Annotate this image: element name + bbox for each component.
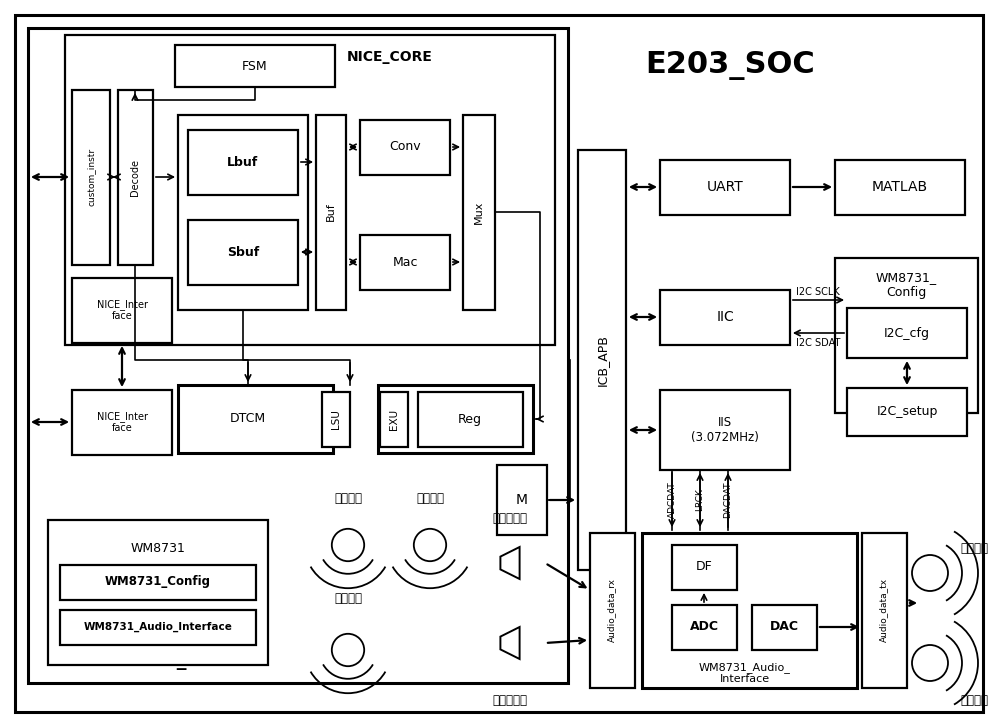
Text: I2C_setup: I2C_setup — [876, 406, 938, 419]
Bar — [660, 160, 790, 215]
Bar — [378, 385, 533, 453]
Text: ICB_APB: ICB_APB — [596, 334, 608, 386]
Text: LSU: LSU — [331, 409, 341, 429]
Text: Audio_data_tx: Audio_data_tx — [880, 578, 889, 642]
Bar — [463, 115, 495, 310]
Text: IIS
(3.072MHz): IIS (3.072MHz) — [691, 416, 759, 444]
Text: 次级声源: 次级声源 — [960, 694, 988, 707]
Text: Sbuf: Sbuf — [227, 246, 259, 259]
Text: ADCDAT: ADCDAT — [668, 481, 676, 518]
Bar — [72, 278, 172, 343]
Bar — [28, 28, 568, 683]
Text: Mux: Mux — [474, 201, 484, 224]
Text: DTCM: DTCM — [230, 412, 266, 425]
Text: Decode: Decode — [130, 158, 140, 196]
Text: 残余噪声: 残余噪声 — [334, 592, 362, 604]
Bar — [60, 565, 256, 600]
Text: WM8731_Config: WM8731_Config — [105, 576, 211, 588]
Text: Buf: Buf — [326, 203, 336, 222]
Bar — [178, 385, 333, 453]
Text: IIC: IIC — [716, 310, 734, 324]
Text: custom_instr: custom_instr — [87, 148, 96, 206]
Bar — [72, 390, 172, 455]
Bar — [188, 220, 298, 285]
Text: MATLAB: MATLAB — [872, 180, 928, 194]
Text: NICE_Inter
face: NICE_Inter face — [96, 411, 148, 433]
Text: NICE_CORE: NICE_CORE — [347, 50, 433, 64]
Bar — [847, 308, 967, 358]
Bar — [360, 120, 450, 175]
Text: M: M — [516, 493, 528, 507]
Bar — [316, 115, 346, 310]
Bar — [847, 388, 967, 436]
Bar — [65, 35, 555, 345]
Text: 声音信号: 声音信号 — [334, 491, 362, 505]
Bar — [672, 545, 737, 590]
Bar — [60, 610, 256, 645]
Text: WM8731_Audio_
Interface: WM8731_Audio_ Interface — [699, 662, 791, 684]
Bar — [48, 520, 268, 665]
Bar — [497, 465, 547, 535]
Bar — [642, 533, 857, 688]
Text: FSM: FSM — [242, 60, 268, 73]
Text: Reg: Reg — [458, 412, 482, 425]
Bar — [188, 130, 298, 195]
Bar — [418, 392, 523, 447]
Text: E203_CORE: E203_CORE — [124, 651, 246, 670]
Text: I2C_cfg: I2C_cfg — [884, 326, 930, 340]
Bar — [360, 235, 450, 290]
Bar — [590, 533, 635, 688]
Bar — [118, 90, 153, 265]
Bar — [835, 258, 978, 413]
Text: WM8731_Audio_Interface: WM8731_Audio_Interface — [84, 622, 232, 632]
Text: EXU: EXU — [389, 409, 399, 430]
Bar — [660, 390, 790, 470]
Text: I2C SCLK: I2C SCLK — [796, 287, 840, 297]
Text: Conv: Conv — [389, 140, 421, 153]
Bar — [578, 150, 626, 570]
Text: DF: DF — [696, 561, 712, 574]
Bar — [175, 45, 335, 87]
Text: Mac: Mac — [392, 255, 418, 268]
Text: DAC: DAC — [770, 621, 798, 633]
Bar — [835, 160, 965, 215]
Text: 误差麦克风: 误差麦克风 — [492, 694, 528, 707]
Text: UART: UART — [707, 180, 743, 194]
Text: I2C SDAT: I2C SDAT — [796, 338, 840, 348]
Bar — [672, 605, 737, 650]
Bar — [862, 533, 907, 688]
Bar — [322, 392, 350, 447]
Text: 目标噪声: 目标噪声 — [416, 491, 444, 505]
Text: E203_SOC: E203_SOC — [645, 50, 815, 79]
Bar — [72, 90, 110, 265]
Bar — [380, 392, 408, 447]
Text: 参考麦克风: 参考麦克风 — [492, 512, 528, 524]
Bar — [660, 290, 790, 345]
Text: DACDAT: DACDAT — [724, 482, 732, 518]
Text: WM8731_
Config: WM8731_ Config — [875, 271, 937, 299]
Bar — [178, 115, 308, 310]
Bar — [752, 605, 817, 650]
Text: Lbuf: Lbuf — [227, 156, 259, 169]
Text: LRCK: LRCK — [696, 489, 704, 511]
Text: WM8731: WM8731 — [131, 542, 185, 555]
Text: ADC: ADC — [690, 621, 718, 633]
Text: Audio_data_rx: Audio_data_rx — [608, 578, 616, 642]
Text: NICE_Inter
face: NICE_Inter face — [96, 299, 148, 321]
Text: 反相噪声: 反相噪声 — [960, 542, 988, 555]
